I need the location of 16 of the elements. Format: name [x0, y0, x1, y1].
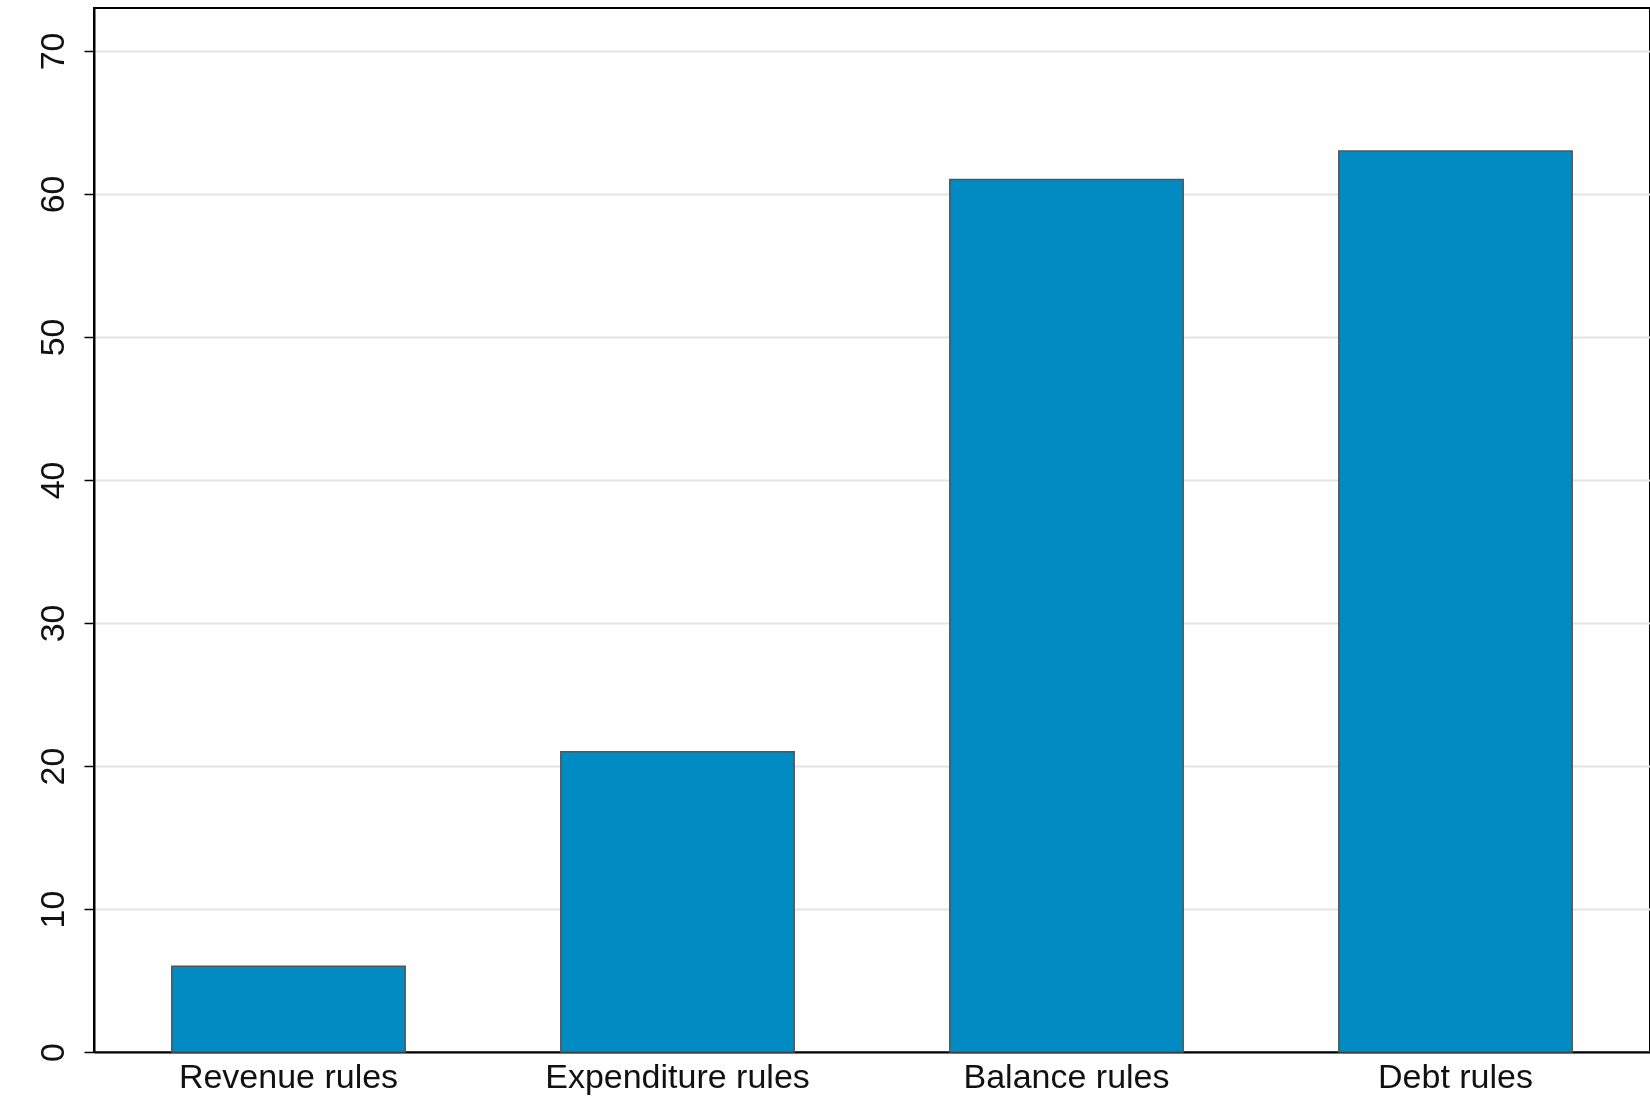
x-tick-label: Debt rules — [1378, 1056, 1533, 1095]
y-tick-label: 50 — [32, 318, 71, 357]
y-tick-label: 70 — [32, 32, 71, 71]
bar — [1338, 150, 1573, 1053]
x-tick-label: Balance rules — [963, 1056, 1170, 1095]
y-tick-label: 0 — [32, 1043, 71, 1062]
bar — [949, 178, 1184, 1053]
bar — [560, 750, 795, 1053]
y-tick-label: 20 — [32, 747, 71, 786]
y-tick-label: 30 — [32, 604, 71, 643]
x-tick-label: Revenue rules — [178, 1056, 399, 1095]
x-tick-label: Expenditure rules — [545, 1056, 810, 1095]
y-tick-label: 60 — [32, 175, 71, 214]
y-tick-label: 40 — [32, 461, 71, 500]
y-tick-label: 10 — [32, 890, 71, 929]
bar — [171, 965, 406, 1053]
